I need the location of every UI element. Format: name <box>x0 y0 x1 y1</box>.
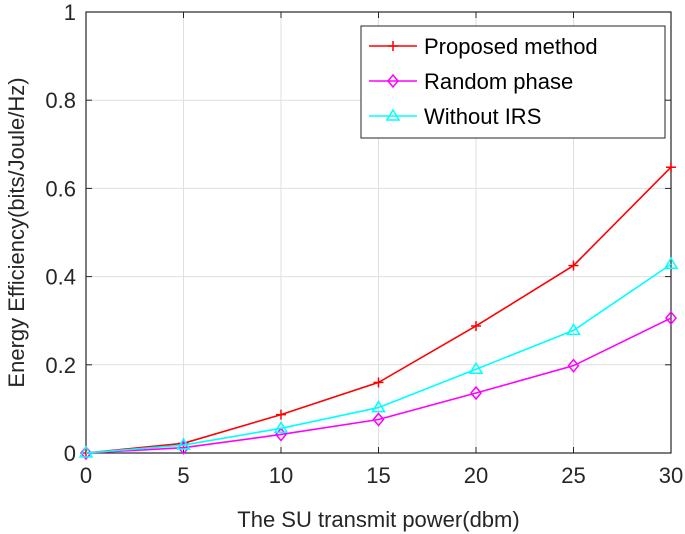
triangle-marker <box>176 437 191 450</box>
series-line <box>85 317 672 454</box>
diamond-marker <box>80 445 92 461</box>
y-tick-label: 0.6 <box>45 176 76 201</box>
y-tick-label: 1 <box>64 0 76 25</box>
triangle-marker <box>468 361 484 374</box>
triangle-marker <box>566 322 581 336</box>
y-tick-label: 0 <box>64 441 76 466</box>
y-tick-label: 0.4 <box>45 265 76 290</box>
series-group <box>78 162 679 461</box>
diamond-marker <box>470 385 482 401</box>
x-tick-label: 5 <box>177 463 189 488</box>
x-tick-label: 15 <box>366 463 390 488</box>
y-tick-label: 0.8 <box>45 88 76 113</box>
diamond-marker <box>372 412 385 427</box>
plus-marker <box>388 41 398 51</box>
legend-item: Without IRS <box>369 104 541 129</box>
diamond-marker <box>567 358 580 373</box>
legend-item: Proposed method <box>369 34 598 59</box>
y-axis-ticks: 0 0.2 0.4 0.6 0.8 1 <box>45 0 671 466</box>
legend-item: Random phase <box>369 69 573 94</box>
legend-label: Without IRS <box>424 104 541 129</box>
legend-label: Proposed method <box>424 34 598 59</box>
plus-marker <box>373 377 384 388</box>
series-without-irs <box>78 256 679 458</box>
triangle-marker <box>371 400 386 413</box>
x-tick-label: 25 <box>561 463 585 488</box>
series-line <box>85 263 672 454</box>
triangle-marker <box>78 445 94 458</box>
legend: Proposed method Random phase Without IRS <box>360 25 666 139</box>
diamond-marker <box>665 310 677 326</box>
triangle-marker <box>273 420 289 434</box>
legend-box <box>360 25 666 139</box>
x-tick-label: 20 <box>464 463 488 488</box>
triangle-marker <box>385 108 401 121</box>
plus-marker <box>471 320 481 331</box>
x-tick-label: 0 <box>80 463 92 488</box>
y-axis-label: Energy Efficiency(bits/Joule/Hz) <box>4 77 29 387</box>
plus-marker <box>666 162 676 173</box>
x-tick-label: 10 <box>269 463 293 488</box>
plus-marker <box>568 260 579 271</box>
diamond-marker <box>387 73 399 89</box>
plus-marker <box>276 409 286 420</box>
x-tick-label: 30 <box>659 463 683 488</box>
legend-label: Random phase <box>424 69 573 94</box>
x-axis-ticks: 0 5 10 15 20 25 30 <box>80 12 683 488</box>
y-tick-label: 0.2 <box>45 353 76 378</box>
triangle-marker <box>663 256 679 270</box>
x-axis-label: The SU transmit power(dbm) <box>237 507 519 532</box>
